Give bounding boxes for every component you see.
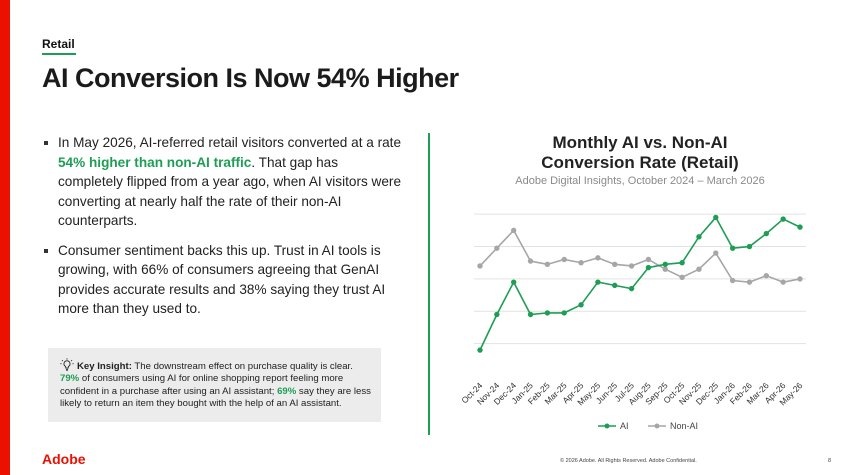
- data-point-non-ai-oct-24: [477, 263, 483, 269]
- chart-series: [477, 214, 803, 353]
- series-line-ai: [479, 216, 801, 351]
- data-point-non-ai-may-26: [797, 276, 803, 282]
- adobe-logo: Adobe: [42, 451, 86, 467]
- data-point-ai-nov-24: [494, 311, 500, 318]
- bullet-1-pre: In May 2026, AI-referred retail visitors…: [58, 135, 402, 150]
- conversion-rate-line-chart: Oct-24Nov-24Dec-24Jan-25Feb-25Mar-25Apr-…: [459, 213, 806, 431]
- chart-legend: AI Non-AI: [598, 421, 698, 431]
- data-point-ai-jan-26: [729, 245, 736, 251]
- lightbulb-icon: [60, 358, 74, 372]
- data-point-ai-may-26: [797, 224, 803, 230]
- data-point-non-ai-mar-25: [561, 256, 567, 263]
- data-point-ai-jun-25: [612, 282, 618, 289]
- data-point-non-ai-nov-24: [494, 245, 500, 251]
- bullet-list: In May 2026, AI-referred retail visitors…: [42, 133, 404, 329]
- data-point-non-ai-dec-24: [510, 227, 517, 234]
- key-insight-stat-2: 69%: [277, 385, 297, 397]
- data-point-non-ai-aug-25: [645, 256, 652, 263]
- key-insight-mid: of consumers using AI for online shoppin…: [60, 373, 344, 397]
- data-point-ai-jul-25: [628, 285, 635, 292]
- data-point-non-ai-jan-25: [527, 258, 534, 264]
- key-insight-lead: The downstream effect on purchase qualit…: [131, 361, 353, 372]
- legend-marker-ai: [604, 423, 610, 429]
- data-point-ai-mar-25: [561, 310, 567, 316]
- legend-label-ai: AI: [620, 421, 629, 431]
- data-point-non-ai-dec-25: [713, 250, 719, 256]
- series-line-non-ai: [479, 229, 801, 283]
- chart-title-line-1: Monthly AI vs. Non-AI: [552, 133, 728, 152]
- chart-title: Monthly AI vs. Non-AI Conversion Rate (R…: [480, 133, 800, 173]
- bullet-2-text: Consumer sentiment backs this up. Trust …: [58, 242, 386, 317]
- adobe-logo-text: Adobe: [42, 451, 86, 467]
- data-point-ai-apr-26: [780, 216, 786, 222]
- data-point-non-ai-feb-25: [544, 261, 551, 268]
- data-point-ai-may-25: [595, 279, 601, 285]
- key-insight-text: Key Insight: The downstream effect on pu…: [60, 358, 373, 411]
- section-underline: [42, 53, 76, 55]
- chart-title-line-2: Conversion Rate (Retail): [541, 153, 739, 172]
- data-point-ai-feb-26: [746, 243, 753, 250]
- slide-title: AI Conversion Is Now 54% Higher: [42, 63, 459, 93]
- legend-label-non-ai: Non-AI: [670, 421, 698, 431]
- footer-copyright: © 2026 Adobe. All Rights Reserved. Adobe…: [560, 458, 697, 464]
- data-point-ai-nov-25: [696, 234, 702, 240]
- bullet-item-1: In May 2026, AI-referred retail visitors…: [42, 133, 404, 231]
- chart-x-tick-labels: Oct-24Nov-24Dec-24Jan-25Feb-25Mar-25Apr-…: [459, 380, 804, 407]
- data-point-ai-dec-25: [713, 214, 719, 221]
- bullet-item-2: Consumer sentiment backs this up. Trust …: [42, 241, 404, 319]
- data-point-non-ai-jan-26: [729, 277, 736, 284]
- data-point-non-ai-oct-25: [679, 274, 685, 280]
- data-point-ai-oct-25: [679, 260, 685, 266]
- data-point-non-ai-feb-26: [746, 279, 753, 285]
- brand-accent-bar: [0, 0, 10, 475]
- data-point-ai-jan-25: [527, 311, 534, 318]
- data-point-non-ai-nov-25: [696, 266, 702, 272]
- data-point-non-ai-apr-26: [780, 279, 786, 285]
- bullet-1-highlight: 54% higher than non-AI traffic: [58, 154, 252, 170]
- data-point-non-ai-apr-25: [578, 260, 584, 266]
- data-point-ai-oct-24: [477, 347, 483, 353]
- key-insight-label: Key Insight:: [77, 361, 132, 372]
- chart-subtitle: Adobe Digital Insights, October 2024 – M…: [515, 175, 765, 187]
- key-insight-box: Key Insight: The downstream effect on pu…: [48, 348, 381, 422]
- page-number: 8: [828, 458, 832, 464]
- data-point-ai-apr-25: [578, 302, 584, 308]
- section-label: Retail: [42, 37, 75, 51]
- data-point-ai-sep-25: [662, 261, 668, 268]
- column-divider: [428, 133, 430, 435]
- data-point-ai-dec-24: [510, 279, 517, 285]
- data-point-non-ai-sep-25: [662, 266, 668, 272]
- data-point-ai-aug-25: [645, 264, 652, 271]
- data-point-non-ai-may-25: [595, 255, 601, 261]
- bullet-1-post: . That gap has completely flipped from a…: [58, 154, 402, 229]
- data-point-ai-mar-26: [763, 230, 770, 237]
- data-point-non-ai-mar-26: [763, 272, 770, 279]
- key-insight-stat-1: 79%: [60, 373, 80, 385]
- data-point-non-ai-jun-25: [612, 261, 618, 268]
- data-point-non-ai-jul-25: [628, 263, 635, 269]
- legend-marker-non-ai: [654, 423, 660, 429]
- key-insight-end: say they are less likely to return an it…: [60, 385, 371, 410]
- data-point-ai-feb-25: [544, 310, 551, 316]
